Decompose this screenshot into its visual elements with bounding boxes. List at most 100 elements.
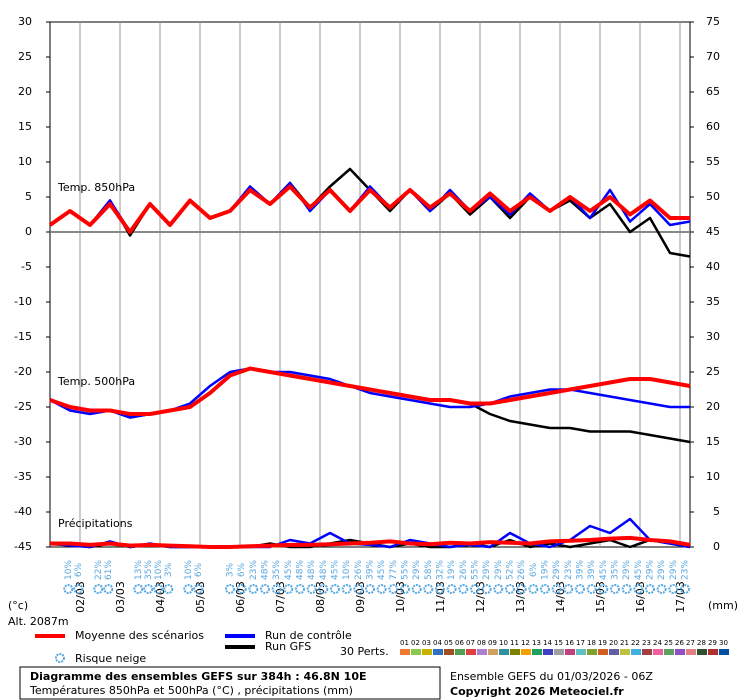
snow-risk-label: 29% [494, 560, 504, 580]
perturbation-name: 03 [422, 639, 431, 647]
y-tick-label: -30 [14, 435, 32, 448]
snowflake [388, 584, 399, 594]
snowflake [645, 584, 655, 594]
y2-tick-label: 45 [706, 225, 720, 238]
y2-tick-label: 50 [706, 190, 720, 203]
perturbation-name: 22 [631, 639, 640, 647]
snowflake [236, 584, 247, 594]
perturbation-swatch [565, 649, 575, 655]
perturbation-swatch [642, 649, 652, 655]
y2-tick-label: 70 [706, 50, 720, 63]
y2-tick-label: 60 [706, 120, 720, 133]
plot-frame [49, 21, 691, 548]
legend-label: Risque neige [75, 652, 146, 665]
perturbation-swatch [400, 649, 410, 655]
snowflake [103, 584, 114, 594]
perturbation-name: 19 [598, 639, 607, 647]
snow-risk-label: 19% [447, 560, 457, 580]
perturbation-swatch [576, 649, 586, 655]
y2-axis-unit: (mm) [708, 599, 738, 612]
perturbation-swatch [620, 649, 630, 655]
snow-risk-label: 26% [354, 560, 364, 580]
snowflake [365, 584, 375, 594]
perturbation-name: 27 [686, 639, 695, 647]
snowflake [621, 584, 632, 594]
snow-risk-label: 23% [681, 560, 691, 580]
perturbation-name: 05 [444, 639, 453, 647]
snow-risk-label: 29% [412, 560, 422, 580]
perturbation-name: 21 [620, 639, 629, 647]
snowflake [446, 584, 457, 594]
perturbation-swatch [719, 649, 729, 655]
y-tick-label: -35 [14, 470, 32, 483]
perturbation-name: 01 [400, 639, 409, 647]
snowflake [505, 584, 515, 594]
snow-risk-label: 29% [669, 560, 679, 580]
snowflake [516, 584, 527, 594]
snowflake [193, 584, 204, 594]
snow-risk-label: 23% [564, 560, 574, 580]
snow-risk-label: 6% [529, 562, 539, 577]
perturbation-swatch [510, 649, 520, 655]
x-tick-label: 08/03 [314, 581, 327, 613]
snow-risk-label: 29% [646, 560, 656, 580]
perturbation-name: 20 [609, 639, 618, 647]
perturbation-swatch [521, 649, 531, 655]
perturbation-name: 25 [664, 639, 673, 647]
y-tick-label: 20 [18, 85, 32, 98]
snowflake [411, 584, 422, 594]
snow-risk-label: 35% [272, 560, 282, 580]
y-tick-label: 15 [18, 120, 32, 133]
perturbation-name: 26 [675, 639, 684, 647]
snow-risk-label: 55% [471, 560, 481, 580]
x-tick-label: 03/03 [114, 581, 127, 613]
y-tick-label: -5 [21, 260, 32, 273]
snowflake [423, 584, 434, 594]
snow-risk-label: 45% [599, 560, 609, 580]
snowflake [470, 584, 480, 594]
y2-tick-label: 35 [706, 295, 720, 308]
snowflake [540, 584, 550, 594]
snow-risk-label: 52% [506, 560, 516, 580]
y-tick-label: -15 [14, 330, 32, 343]
snow-risk-label: 48% [319, 560, 329, 580]
series-line [48, 184, 690, 234]
perturbation-name: 18 [587, 639, 596, 647]
snowflake [330, 584, 340, 594]
perturbation-name: 30 [719, 639, 728, 647]
perturbation-swatch [708, 649, 718, 655]
perturbation-swatch [488, 649, 498, 655]
perturbations-label: 30 Perts. [340, 645, 389, 658]
snowflake [586, 584, 597, 594]
y2-tick-label: 15 [706, 435, 720, 448]
series-line [49, 366, 691, 416]
snow-risk-label: 10% [64, 560, 74, 580]
snowflake [400, 584, 410, 594]
footer-title: Diagramme des ensembles GEFS sur 384h : … [30, 670, 367, 683]
snowflake [183, 584, 194, 594]
snowflake [680, 584, 690, 594]
x-tick-label: 09/03 [354, 581, 367, 613]
perturbation-name: 17 [576, 639, 585, 647]
perturbation-swatch [532, 649, 542, 655]
perturbation-swatch [543, 649, 553, 655]
series-line [50, 535, 691, 549]
legend-label: Moyenne des scénarios [75, 629, 204, 642]
perturbation-name: 23 [642, 639, 651, 647]
snowflake [435, 584, 445, 594]
perturbation-name: 04 [433, 639, 442, 647]
panel-label: Précipitations [58, 517, 133, 530]
perturbation-swatch [697, 649, 707, 655]
panel-label: Temp. 500hPa [57, 375, 135, 388]
perturbation-name: 29 [708, 639, 717, 647]
snow-risk-label: 48% [296, 560, 306, 580]
perturbation-name: 14 [543, 639, 552, 647]
snow-risk-label: 10% [154, 560, 164, 580]
snow-risk-label: 29% [482, 560, 492, 580]
snow-risk-label: 39% [587, 560, 597, 580]
snow-risk-label: 6% [237, 562, 247, 577]
perturbation-name: 02 [411, 639, 420, 647]
snow-risk-label: 23% [249, 560, 259, 580]
snow-risk-label: 3% [226, 562, 236, 577]
snow-risk-label: 35% [611, 560, 621, 580]
